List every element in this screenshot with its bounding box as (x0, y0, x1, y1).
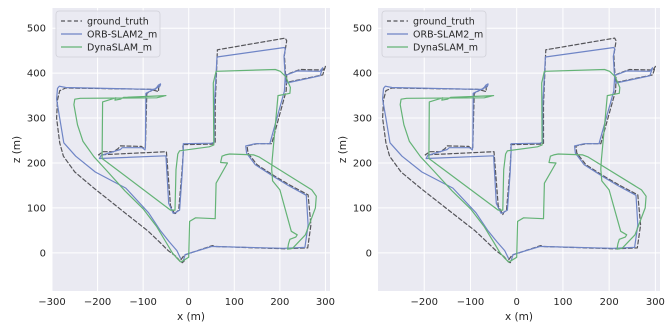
y-tick-label: 500 (353, 24, 372, 35)
legend-label: ground_truth (87, 17, 149, 28)
y-tick-label: 400 (353, 69, 372, 80)
series-line-dynaslam-m (73, 68, 317, 263)
series-line-dynaslam-m (399, 68, 647, 263)
legend-label: ORB-SLAM2_m (87, 30, 157, 41)
legend: ground_truth ORB-SLAM2_m DynaSLAM_m (381, 10, 487, 58)
x-tick-label: 0 (514, 297, 520, 308)
x-tick-label: 200 (270, 297, 289, 308)
legend: ground_truth ORB-SLAM2_m DynaSLAM_m (55, 10, 161, 58)
series-line-ground-truth (55, 37, 326, 264)
x-tick-label: 300 (646, 297, 665, 308)
y-tick-label: 100 (27, 203, 46, 214)
chart-panel-2: −200 −100 0 100 200 300 0 100 200 300 400 500 x (m) z… (337, 8, 665, 323)
series-line-ground-truth (382, 37, 657, 264)
x-tick-label: −300 (38, 297, 65, 308)
y-tick-label: 400 (27, 69, 46, 80)
x-axis-label: x (m) (505, 311, 533, 323)
y-tick-label: 100 (353, 203, 372, 214)
legend-label: DynaSLAM_m (413, 43, 478, 54)
x-tick-label: −100 (129, 297, 156, 308)
y-tick-label: 0 (40, 248, 46, 259)
x-tick-label: 100 (225, 297, 244, 308)
x-tick-label: 200 (600, 297, 619, 308)
y-tick-label: 300 (353, 114, 372, 125)
legend-box (381, 10, 487, 58)
y-tick-label: 0 (366, 248, 372, 259)
x-tick-label: −100 (457, 297, 484, 308)
x-tick-label: 300 (316, 297, 335, 308)
y-tick-label: 300 (27, 114, 46, 125)
y-tick-label: 200 (27, 158, 46, 169)
series-layer (55, 37, 326, 264)
chart-panel-1: −300 −200 −100 0 100 200 300 0 100 200 300 400 500 x … (11, 8, 335, 323)
legend-label: ground_truth (413, 17, 475, 28)
y-tick-label: 200 (353, 158, 372, 169)
x-tick-label: 100 (553, 297, 572, 308)
y-axis-label: z (m) (337, 136, 349, 163)
x-tick-label: −200 (84, 297, 111, 308)
x-tick-label: −200 (410, 297, 437, 308)
y-tick-label: 500 (27, 24, 46, 35)
legend-label: DynaSLAM_m (87, 43, 152, 54)
legend-label: ORB-SLAM2_m (413, 30, 483, 41)
x-axis-label: x (m) (177, 311, 205, 323)
x-tick-label: 0 (186, 297, 192, 308)
series-layer (382, 37, 657, 264)
y-axis-label: z (m) (11, 136, 23, 163)
legend-box (55, 10, 161, 58)
